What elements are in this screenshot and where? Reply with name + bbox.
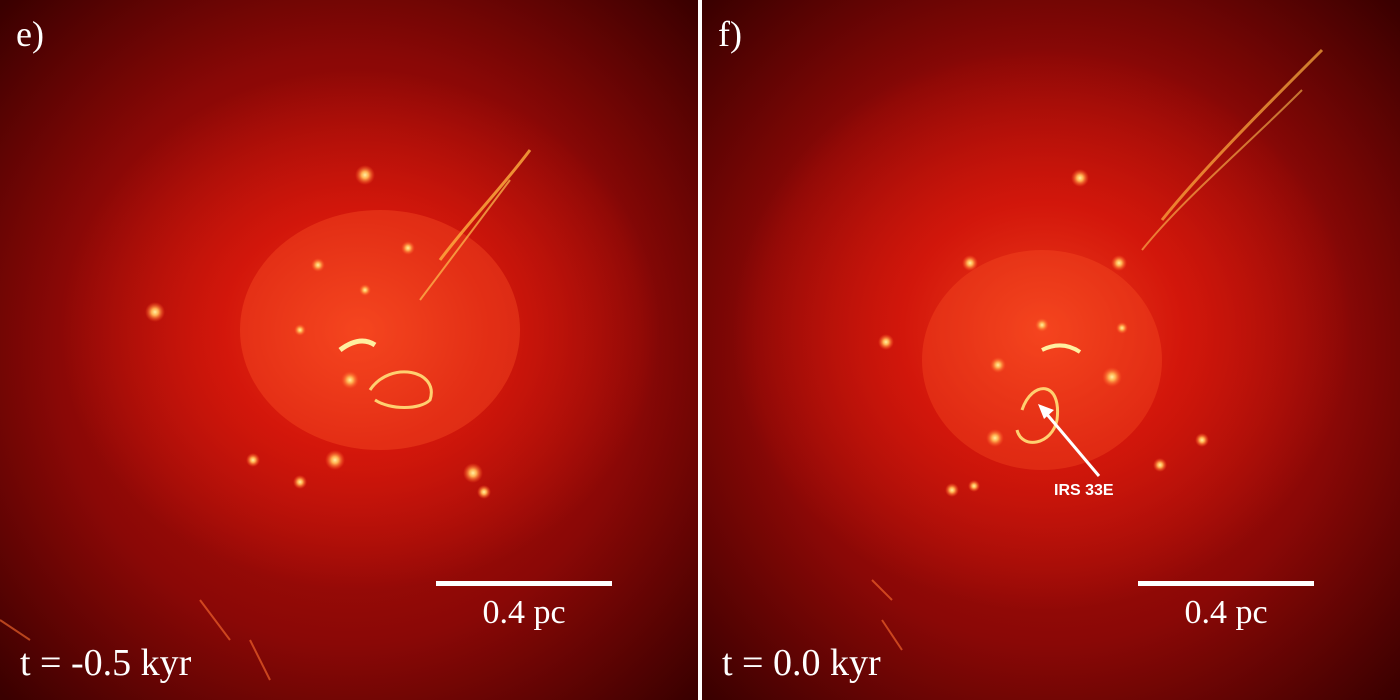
star <box>990 357 1006 373</box>
star <box>246 453 260 467</box>
simulation-panel-e: e) 0.4 pc t = -0.5 kyr <box>0 0 698 700</box>
star <box>311 258 325 272</box>
scale-bar-label: 0.4 pc <box>482 594 566 631</box>
star <box>1071 169 1089 187</box>
star <box>355 165 375 185</box>
annotation-arrowhead <box>1038 404 1054 419</box>
panel-label: e) <box>16 14 44 54</box>
star <box>1116 322 1128 334</box>
time-label: t = 0.0 kyr <box>722 642 881 684</box>
star <box>341 371 359 389</box>
star <box>294 324 306 336</box>
gas-density-map-e <box>0 0 698 700</box>
panel-divider <box>698 0 702 700</box>
simulation-panel-f: f) IRS 33E 0.4 pc t = 0.0 kyr <box>702 0 1400 700</box>
star <box>325 450 345 470</box>
annotation-arrow <box>1043 411 1101 477</box>
star <box>1035 318 1049 332</box>
scale-bar <box>1138 581 1314 586</box>
scale-bar-label: 0.4 pc <box>1184 594 1268 631</box>
star <box>293 475 307 489</box>
star <box>1111 255 1127 271</box>
star <box>463 463 483 483</box>
gas-density-map-f <box>702 0 1400 700</box>
star <box>878 334 894 350</box>
panel-label: f) <box>718 14 742 54</box>
star <box>962 255 978 271</box>
annotation-label: IRS 33E <box>1054 482 1114 499</box>
star <box>1153 458 1167 472</box>
star <box>1195 433 1209 447</box>
star <box>145 302 165 322</box>
star <box>401 241 415 255</box>
star <box>968 480 980 492</box>
star <box>945 483 959 497</box>
star <box>477 485 491 499</box>
time-label: t = -0.5 kyr <box>20 642 192 684</box>
star <box>1102 367 1122 387</box>
star <box>986 429 1004 447</box>
star <box>359 284 371 296</box>
scale-bar <box>436 581 612 586</box>
